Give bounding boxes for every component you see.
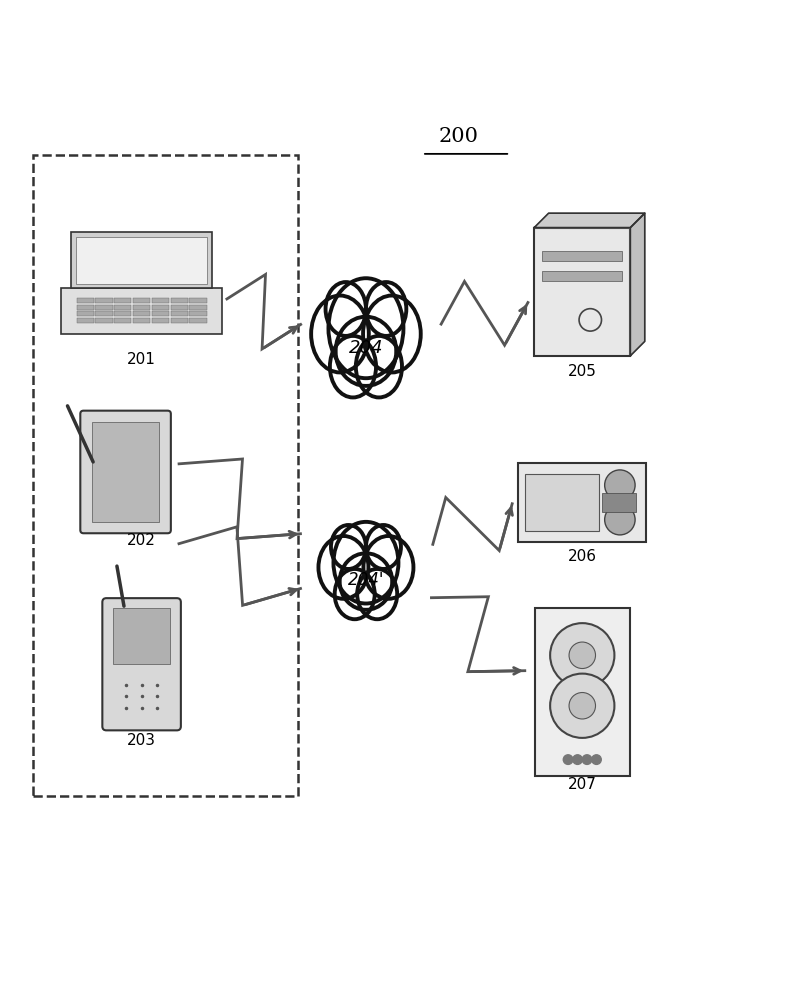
Circle shape <box>563 755 573 764</box>
Text: 200: 200 <box>438 127 478 146</box>
FancyBboxPatch shape <box>152 311 169 316</box>
FancyBboxPatch shape <box>541 251 622 261</box>
Circle shape <box>549 623 613 687</box>
FancyBboxPatch shape <box>189 298 206 303</box>
Circle shape <box>604 504 634 535</box>
FancyBboxPatch shape <box>92 422 159 522</box>
FancyBboxPatch shape <box>170 305 187 310</box>
Circle shape <box>604 470 634 500</box>
Ellipse shape <box>328 278 403 378</box>
Polygon shape <box>630 213 644 356</box>
FancyBboxPatch shape <box>189 318 206 323</box>
FancyBboxPatch shape <box>534 608 629 776</box>
Ellipse shape <box>325 282 365 336</box>
Text: 205: 205 <box>567 364 596 379</box>
Text: 207: 207 <box>567 777 596 792</box>
FancyBboxPatch shape <box>102 598 181 730</box>
FancyBboxPatch shape <box>76 305 94 310</box>
Ellipse shape <box>357 569 397 619</box>
FancyBboxPatch shape <box>533 228 630 356</box>
Ellipse shape <box>365 282 406 336</box>
FancyBboxPatch shape <box>75 237 207 284</box>
Circle shape <box>549 674 613 738</box>
Ellipse shape <box>365 525 401 569</box>
FancyBboxPatch shape <box>132 305 150 310</box>
Circle shape <box>581 755 591 764</box>
Ellipse shape <box>318 536 368 599</box>
Ellipse shape <box>363 536 413 599</box>
FancyBboxPatch shape <box>541 271 622 281</box>
FancyBboxPatch shape <box>114 318 131 323</box>
Text: 206: 206 <box>567 549 596 564</box>
FancyBboxPatch shape <box>189 305 206 310</box>
Text: 204': 204' <box>347 571 384 589</box>
FancyBboxPatch shape <box>132 318 150 323</box>
Ellipse shape <box>356 336 402 397</box>
FancyBboxPatch shape <box>152 318 169 323</box>
FancyBboxPatch shape <box>132 298 150 303</box>
Ellipse shape <box>331 525 365 569</box>
FancyBboxPatch shape <box>80 411 170 533</box>
FancyBboxPatch shape <box>96 318 112 323</box>
Ellipse shape <box>363 296 420 372</box>
FancyBboxPatch shape <box>189 311 206 316</box>
FancyBboxPatch shape <box>170 311 187 316</box>
Text: 202: 202 <box>127 533 156 548</box>
FancyBboxPatch shape <box>96 311 112 316</box>
Ellipse shape <box>334 569 374 619</box>
FancyBboxPatch shape <box>76 311 94 316</box>
FancyBboxPatch shape <box>76 298 94 303</box>
FancyBboxPatch shape <box>517 463 646 542</box>
Circle shape <box>569 693 595 719</box>
FancyBboxPatch shape <box>76 318 94 323</box>
Circle shape <box>591 755 601 764</box>
FancyBboxPatch shape <box>114 311 131 316</box>
Ellipse shape <box>335 317 396 386</box>
FancyBboxPatch shape <box>114 298 131 303</box>
Circle shape <box>569 642 595 669</box>
Circle shape <box>572 755 581 764</box>
FancyBboxPatch shape <box>170 298 187 303</box>
Ellipse shape <box>340 553 392 610</box>
Text: 201: 201 <box>127 352 156 367</box>
FancyBboxPatch shape <box>152 305 169 310</box>
FancyBboxPatch shape <box>524 474 598 531</box>
FancyBboxPatch shape <box>152 298 169 303</box>
FancyBboxPatch shape <box>114 305 131 310</box>
FancyBboxPatch shape <box>132 311 150 316</box>
Ellipse shape <box>333 522 398 604</box>
FancyBboxPatch shape <box>170 318 187 323</box>
Text: 203: 203 <box>127 733 156 748</box>
FancyBboxPatch shape <box>113 608 169 664</box>
Polygon shape <box>533 213 644 228</box>
Ellipse shape <box>329 336 376 397</box>
FancyBboxPatch shape <box>96 305 112 310</box>
FancyBboxPatch shape <box>96 298 112 303</box>
Ellipse shape <box>311 296 369 372</box>
FancyBboxPatch shape <box>601 493 635 512</box>
FancyBboxPatch shape <box>71 232 212 288</box>
Text: 204: 204 <box>349 339 383 357</box>
FancyBboxPatch shape <box>61 288 222 334</box>
